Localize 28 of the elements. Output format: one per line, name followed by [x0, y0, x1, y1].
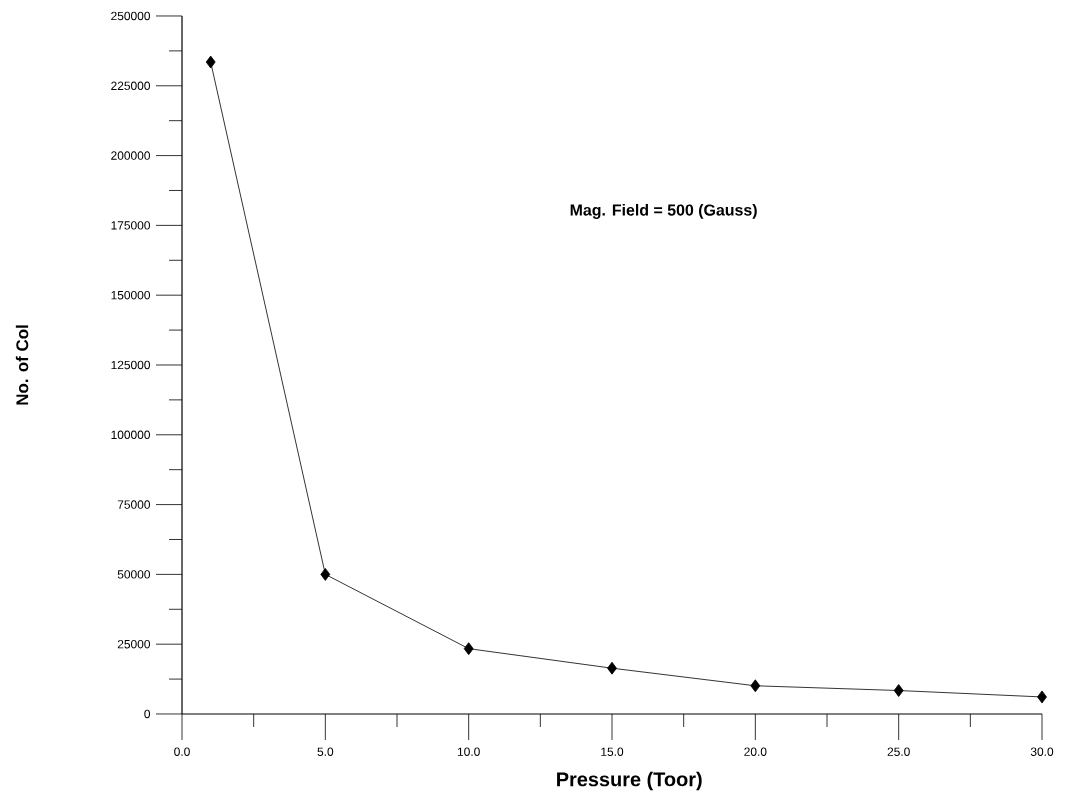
x-tick-label: 5.0 — [317, 747, 334, 756]
annotation: Mag. Field = 500 (Gauss) — [570, 203, 757, 219]
x-tick-label: 15.0 — [601, 747, 624, 756]
point — [205, 55, 216, 69]
point — [463, 642, 474, 656]
y-tick-label: 250000 — [111, 11, 151, 21]
point — [320, 567, 331, 581]
y-tick-label: 75000 — [117, 500, 151, 509]
point — [750, 679, 761, 693]
y-tick-label: 25000 — [117, 639, 151, 649]
y-axis-title: No. of Col — [15, 325, 29, 405]
x-tick-label: 10.0 — [457, 747, 480, 756]
point — [1037, 690, 1047, 704]
x-tick-label: 20.0 — [744, 747, 767, 756]
y-tick-label: 175000 — [111, 221, 151, 230]
y-tick-label: 0 — [144, 709, 151, 719]
point — [893, 684, 904, 697]
x-axis-title: Pressure (Toor) — [557, 771, 702, 791]
y-tick-label: 225000 — [111, 81, 151, 91]
y-tick-label: 200000 — [111, 151, 151, 160]
y-tick-label: 150000 — [111, 290, 151, 300]
y-tick-label: 100000 — [111, 430, 151, 440]
x-tick-label: 25.0 — [887, 747, 910, 756]
y-tick-label: 50000 — [117, 570, 151, 579]
x-tick-label: 30.0 — [1030, 747, 1054, 756]
x-tick-label: 0.0 — [174, 747, 190, 756]
point — [607, 661, 617, 675]
y-tick-label: 125000 — [111, 360, 151, 370]
